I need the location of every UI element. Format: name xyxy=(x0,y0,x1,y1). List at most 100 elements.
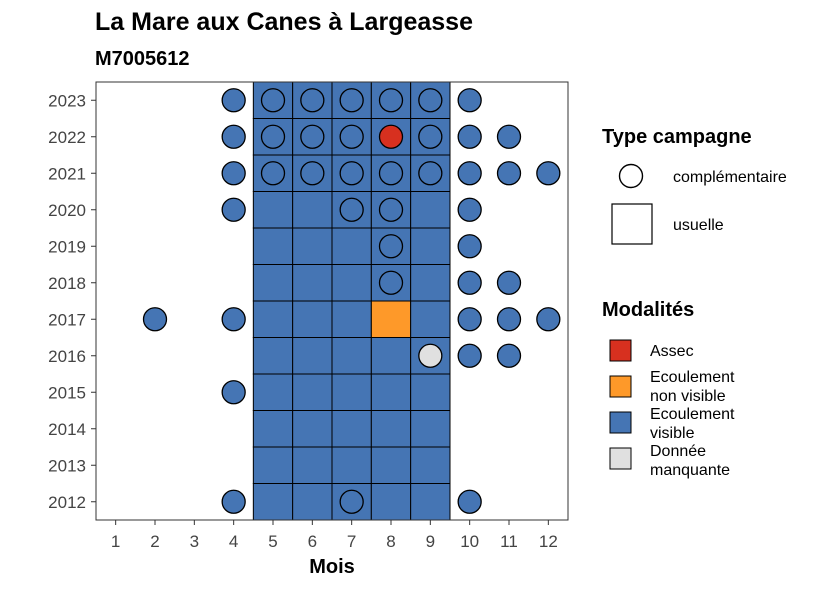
x-tick-label: 9 xyxy=(426,532,435,551)
y-tick-label: 2020 xyxy=(48,201,86,220)
plot-border xyxy=(95,81,569,521)
legend-label-usuelle: usuelle xyxy=(673,217,724,234)
cell-2014-7-ecoulement-visible xyxy=(331,410,372,448)
y-tick-label: 2019 xyxy=(48,237,86,256)
point-2022-8-assec xyxy=(378,124,404,149)
cell-2015-7-ecoulement-visible xyxy=(331,373,372,411)
cell-2014-8-ecoulement-visible xyxy=(370,410,412,448)
cell-2014-6-ecoulement-visible xyxy=(292,410,333,448)
point-2023-4-ecoulement-visible xyxy=(221,88,246,113)
x-tick-label: 7 xyxy=(347,532,356,551)
legend-label-ecoulement-non-visible-2: non visible xyxy=(650,388,726,405)
point-2021-9-ecoulement-visible xyxy=(418,161,443,186)
y-tick-label: 2013 xyxy=(48,456,86,475)
legend-swatch-ecoulement-visible xyxy=(609,411,632,434)
point-2022-7-ecoulement-visible xyxy=(339,124,364,149)
legend-label-ecoulement-visible-2: visible xyxy=(650,425,695,442)
point-2015-4-ecoulement-visible xyxy=(221,380,246,405)
cell-2014-9-ecoulement-visible xyxy=(410,410,451,448)
point-2021-12-ecoulement-visible xyxy=(536,161,561,186)
legend-modalites: Modalités Assec Ecoulement non visible E… xyxy=(602,299,735,479)
cell-2016-5-ecoulement-visible xyxy=(252,337,294,375)
cell-2017-6-ecoulement-visible xyxy=(292,300,333,338)
y-tick-label: 2021 xyxy=(48,164,86,183)
cell-2013-9-ecoulement-visible xyxy=(410,446,451,484)
point-2016-9-donnee-manquante xyxy=(418,343,443,368)
cell-2012-8-ecoulement-visible xyxy=(370,483,412,521)
y-tick-label: 2014 xyxy=(48,420,86,439)
cell-2014-5-ecoulement-visible xyxy=(252,410,294,448)
point-2022-4-ecoulement-visible xyxy=(221,124,246,149)
y-tick-label: 2018 xyxy=(48,274,86,293)
cell-2022-6-ecoulement-visible xyxy=(292,118,333,156)
cell-2020-9-ecoulement-visible xyxy=(410,191,451,229)
y-axis: 2012 2013 2014 2015 2016 2017 2018 2019 2020 2021… xyxy=(48,91,96,512)
cell-2018-6-ecoulement-visible xyxy=(292,264,333,302)
point-2021-10-ecoulement-visible xyxy=(457,161,482,186)
cell-2019-9-ecoulement-visible xyxy=(410,227,451,265)
point-2022-6-ecoulement-visible xyxy=(300,124,325,149)
point-2023-8-ecoulement-visible xyxy=(378,88,404,113)
point-2017-11-ecoulement-visible xyxy=(496,307,522,332)
point-2018-10-ecoulement-visible xyxy=(457,270,482,295)
point-2012-7-ecoulement-visible xyxy=(339,489,364,514)
x-tick-label: 2 xyxy=(150,532,159,551)
legend-type-campagne: Type campagne complémentaire usuelle xyxy=(602,126,787,245)
point-2020-10-ecoulement-visible xyxy=(457,197,482,222)
cell-2017-7-ecoulement-visible xyxy=(331,300,372,338)
point-2017-10-ecoulement-visible xyxy=(457,307,482,332)
cell-2015-6-ecoulement-visible xyxy=(292,373,333,411)
cell-2013-7-ecoulement-visible xyxy=(331,446,372,484)
legend-swatch-donnee-manquante xyxy=(609,447,632,470)
point-2021-8-ecoulement-visible xyxy=(378,161,404,186)
x-tick-label: 8 xyxy=(386,532,395,551)
y-tick-label: 2015 xyxy=(48,383,86,402)
point-2012-4-ecoulement-visible xyxy=(221,489,246,514)
point-2023-6-ecoulement-visible xyxy=(300,88,325,113)
cell-2015-9-ecoulement-visible xyxy=(410,373,451,411)
cell-2016-8-ecoulement-visible xyxy=(370,337,412,375)
chart-title: La Mare aux Canes à Largeasse xyxy=(95,8,473,36)
point-2023-7-ecoulement-visible xyxy=(339,88,364,113)
point-2018-8-ecoulement-visible xyxy=(378,270,404,295)
legend-swatch-assec xyxy=(609,339,632,362)
cell-2013-6-ecoulement-visible xyxy=(292,446,333,484)
legend-label-ecoulement-visible-1: Ecoulement xyxy=(650,406,735,423)
cell-2015-5-ecoulement-visible xyxy=(252,373,294,411)
point-2019-8-ecoulement-visible xyxy=(378,234,404,259)
x-tick-label: 12 xyxy=(539,532,558,551)
y-tick-label: 2017 xyxy=(48,310,86,329)
point-2023-10-ecoulement-visible xyxy=(457,88,482,113)
legend-modalites-title: Modalités xyxy=(602,299,694,321)
point-2021-11-ecoulement-visible xyxy=(496,161,522,186)
cell-2017-8-ecoulement-non-visible xyxy=(370,300,412,338)
point-2021-4-ecoulement-visible xyxy=(221,161,246,186)
point-2017-12-ecoulement-visible xyxy=(536,307,561,332)
cell-2012-9-ecoulement-visible xyxy=(410,483,451,521)
legend-type-campagne-title: Type campagne xyxy=(602,126,752,148)
point-2023-9-ecoulement-visible xyxy=(418,88,443,113)
cell-2018-7-ecoulement-visible xyxy=(331,264,372,302)
legend-label-donnee-manquante-2: manquante xyxy=(650,462,730,479)
point-2021-5-ecoulement-visible xyxy=(260,161,286,186)
cell-2019-7-ecoulement-visible xyxy=(331,227,372,265)
cell-2018-9-ecoulement-visible xyxy=(410,264,451,302)
point-2022-9-ecoulement-visible xyxy=(418,124,443,149)
y-tick-label: 2022 xyxy=(48,128,86,147)
legend-swatch-ecoulement-non-visible xyxy=(609,375,632,398)
cell-2017-9-ecoulement-visible xyxy=(410,300,451,338)
point-2022-5-ecoulement-visible xyxy=(260,124,286,149)
point-2018-11-ecoulement-visible xyxy=(496,270,522,295)
point-2020-4-ecoulement-visible xyxy=(221,197,246,222)
point-2021-6-ecoulement-visible xyxy=(300,161,325,186)
cell-2020-6-ecoulement-visible xyxy=(292,191,333,229)
legend-label-donnee-manquante-1: Donnée xyxy=(650,443,706,460)
point-2021-7-ecoulement-visible xyxy=(339,161,364,186)
cell-2012-6-ecoulement-visible xyxy=(292,483,333,521)
x-tick-label: 4 xyxy=(229,532,238,551)
point-2017-4-ecoulement-visible xyxy=(221,307,246,332)
cell-2015-8-ecoulement-visible xyxy=(370,373,412,411)
complementaire-points xyxy=(142,88,561,514)
x-tick-label: 6 xyxy=(308,532,317,551)
